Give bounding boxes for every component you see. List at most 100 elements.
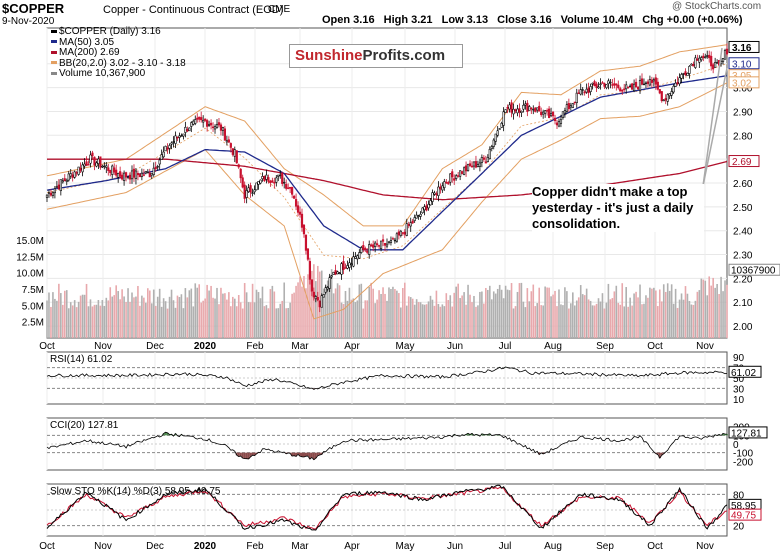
candle-body: [287, 187, 290, 189]
volume-bar: [635, 291, 637, 338]
volume-bar: [271, 285, 274, 338]
volume-bar: [453, 292, 456, 338]
candle-body: [629, 85, 632, 88]
cci-fill-positive: [482, 434, 485, 436]
volume-bar: [109, 287, 112, 338]
volume-bar: [396, 290, 398, 338]
volume-bar: [235, 306, 238, 338]
candle-body: [352, 256, 355, 267]
volume-last-label: 10367900: [731, 266, 776, 277]
candle-body: [565, 104, 568, 112]
candle-body: [269, 180, 272, 183]
volume-bar: [172, 300, 175, 338]
volume-bar: [631, 305, 633, 338]
volume-bar: [342, 304, 345, 338]
candle-body: [221, 127, 225, 131]
x-tick-label: Nov: [696, 541, 714, 552]
volume-bar: [649, 287, 651, 338]
candle-body: [704, 56, 707, 59]
cci-fill-negative: [320, 452, 323, 455]
candle-body: [668, 93, 671, 97]
volume-bar: [226, 299, 228, 338]
candle-body: [658, 89, 661, 94]
volume-bar: [247, 302, 250, 338]
volume-bar: [601, 293, 604, 338]
candle-body: [569, 105, 572, 108]
volume-bar: [672, 303, 675, 338]
x-tick-label: 2020: [194, 541, 217, 552]
candle-body: [109, 169, 112, 174]
candle-body: [241, 177, 244, 188]
volume-bar: [67, 308, 70, 338]
volume-bar: [621, 283, 624, 338]
candle-body: [136, 173, 140, 176]
cci-fill-positive: [488, 433, 491, 436]
candle-body: [285, 183, 288, 189]
price-label: 3.10: [732, 59, 752, 70]
volume-bar: [285, 308, 287, 338]
volume-bar: [490, 299, 493, 338]
candle-body: [686, 73, 689, 76]
cci-fill-positive: [486, 434, 489, 436]
candle-body: [207, 124, 211, 126]
candle-body: [190, 122, 193, 127]
cci-fill-negative: [302, 452, 305, 457]
volume-bar: [129, 301, 131, 338]
volume-bar: [425, 304, 428, 338]
candle-body: [508, 104, 511, 110]
volume-bar: [317, 265, 319, 338]
volume-bar: [382, 287, 384, 338]
volume-bar: [625, 287, 627, 338]
watermark[interactable]: @ StockCharts.com: [672, 1, 762, 12]
candle-body: [484, 161, 487, 164]
candle-body: [300, 213, 304, 228]
volume-bar: [117, 291, 119, 338]
volume-bar: [433, 305, 436, 338]
volume-bar: [629, 297, 631, 338]
candle-body: [294, 199, 298, 207]
volume-bar: [241, 308, 244, 338]
volume-bar: [627, 306, 629, 338]
candle-body: [688, 65, 691, 74]
volume-bar: [623, 306, 626, 338]
candle-body: [340, 263, 343, 275]
candle-body: [150, 172, 153, 176]
volume-bar: [73, 300, 76, 338]
candle-body: [631, 83, 634, 90]
candle-body: [146, 171, 149, 174]
candle-body: [291, 186, 294, 195]
sto-tick-label: 80: [733, 490, 745, 501]
volume-bar: [313, 264, 315, 338]
volume-bar: [237, 295, 240, 338]
volume-bar: [394, 289, 396, 338]
candle-body: [192, 120, 195, 125]
candle-body: [597, 86, 600, 89]
volume-bar: [415, 299, 418, 338]
candle-body: [217, 122, 221, 126]
volume-bar: [522, 301, 525, 338]
volume-bar: [487, 289, 489, 338]
volume-bar: [516, 291, 519, 338]
candle-body: [111, 165, 114, 175]
volume-bar: [50, 306, 52, 338]
cci-fill-negative: [660, 452, 663, 456]
volume-tick-label: 15.0M: [16, 236, 44, 247]
candle-body: [259, 179, 262, 184]
volume-bar: [548, 287, 550, 338]
cci-fill-negative: [318, 452, 321, 456]
candle-body: [466, 163, 470, 172]
volume-bar: [135, 296, 137, 338]
volume-bar: [556, 306, 558, 338]
volume-tick-label: 5.0M: [22, 301, 44, 312]
volume-bar: [60, 293, 62, 338]
volume-bar: [56, 300, 58, 338]
volume-bar: [85, 283, 88, 338]
volume-bar: [409, 297, 412, 338]
volume-bar: [591, 305, 594, 338]
volume-bar: [340, 302, 343, 338]
volume-bar: [71, 305, 74, 338]
candle-body: [336, 271, 339, 275]
candle-body: [247, 187, 250, 192]
volume-bar: [52, 292, 54, 338]
cci-tick-label: 0: [733, 440, 739, 451]
